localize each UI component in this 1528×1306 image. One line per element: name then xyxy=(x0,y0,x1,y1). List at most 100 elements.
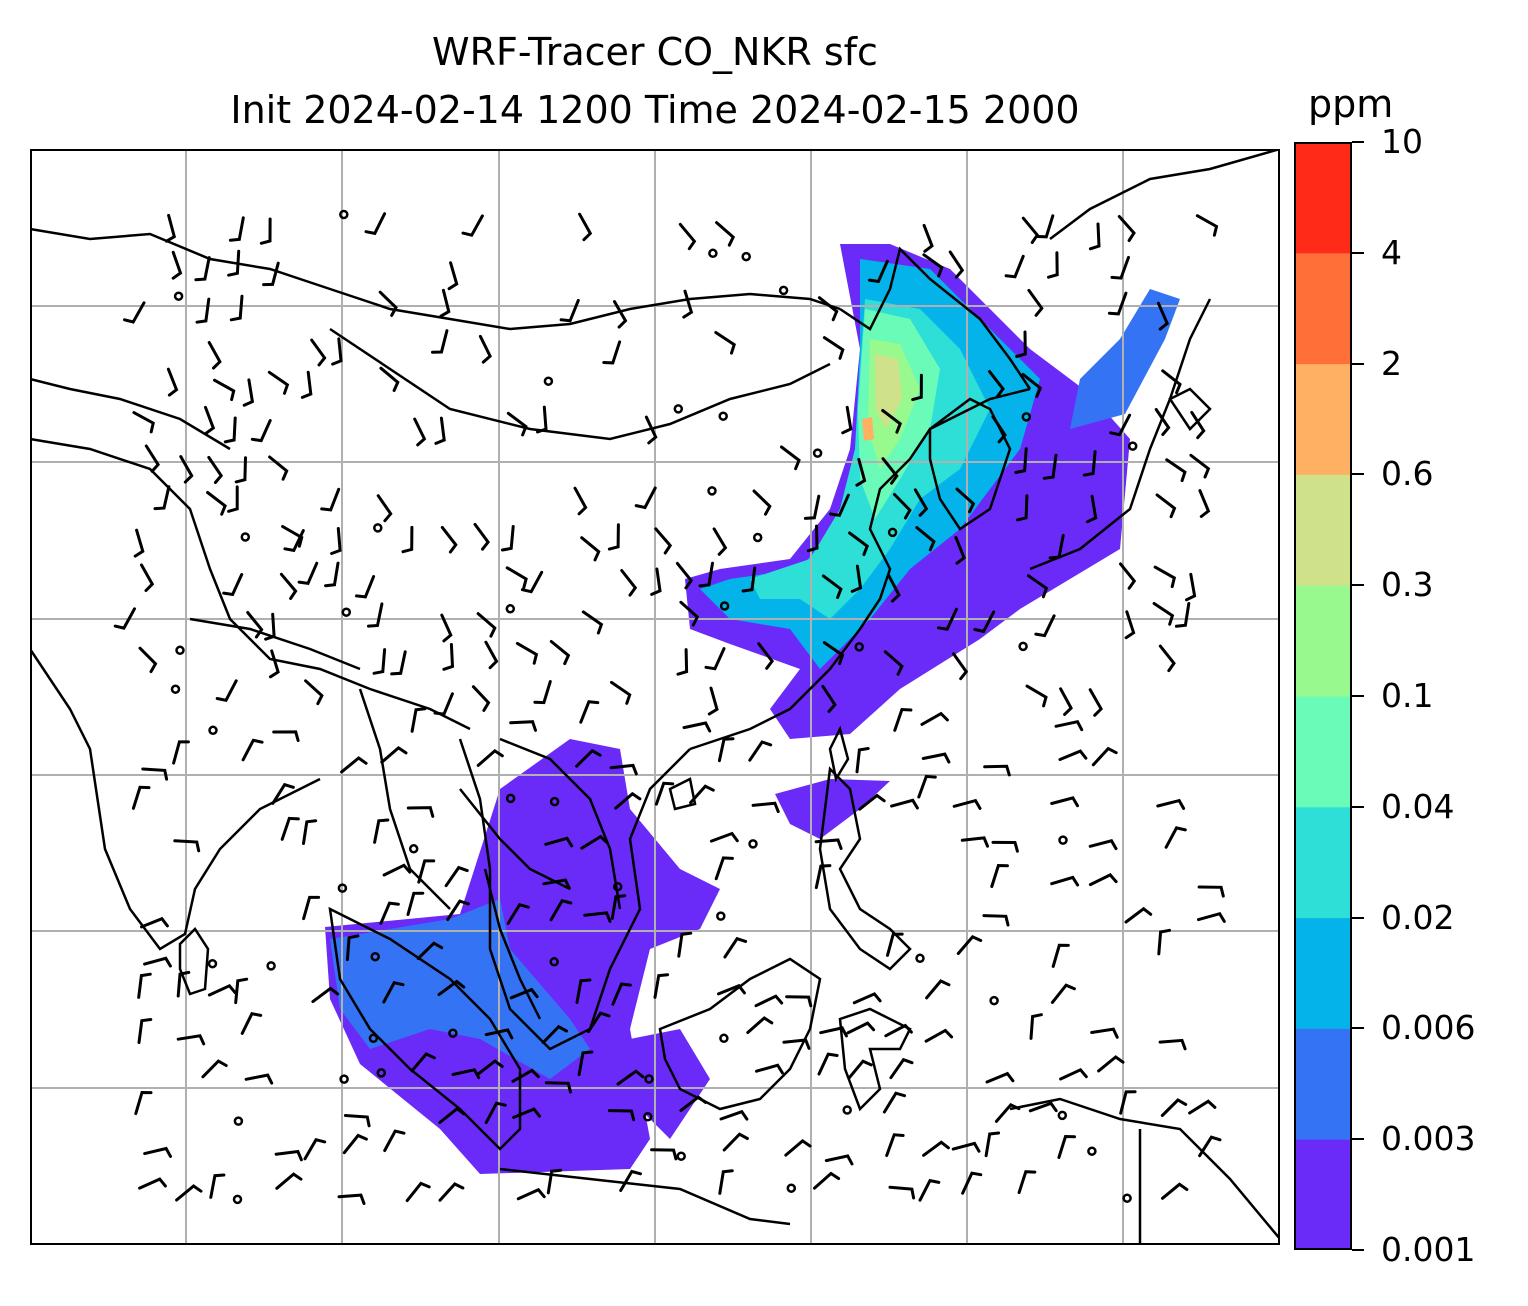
wind-barb xyxy=(165,213,177,243)
wind-barb xyxy=(222,573,244,597)
wind-barb xyxy=(881,457,899,485)
colorbar-segment xyxy=(1294,142,1352,254)
wind-barb xyxy=(578,212,593,242)
wind-barb xyxy=(806,524,819,553)
wind-barb xyxy=(1051,943,1070,968)
wind-barb xyxy=(607,523,620,551)
colorbar-segment xyxy=(1294,1028,1352,1140)
wind-barb xyxy=(343,1114,371,1128)
wind-barb xyxy=(813,1171,841,1190)
wind-barb xyxy=(678,222,697,251)
wind-barb xyxy=(213,378,236,402)
wind-barb xyxy=(337,1193,366,1205)
colorbar-tick-label: 0.04 xyxy=(1381,786,1455,826)
border-mongolia-north xyxy=(30,227,841,331)
colorbar-svg xyxy=(1294,142,1352,1251)
wind-barb xyxy=(991,840,1019,853)
wind-barb xyxy=(372,648,387,675)
wind-calm-marker xyxy=(786,1183,797,1193)
wind-barb xyxy=(1025,684,1048,708)
wind-barb xyxy=(1107,291,1128,316)
colorbar-tick-label: 10 xyxy=(1381,122,1423,161)
wind-barb xyxy=(246,611,264,639)
wind-calm-marker xyxy=(207,958,218,969)
wind-calm-marker xyxy=(339,1074,349,1084)
wind-barb xyxy=(274,1149,303,1162)
wind-barb xyxy=(602,340,622,365)
wind-barb xyxy=(682,289,694,319)
wind-barb xyxy=(439,288,451,318)
wind-barb xyxy=(509,720,537,732)
colorbar-tick xyxy=(1352,1249,1364,1251)
wind-barb xyxy=(1189,453,1211,479)
wind-calm-marker xyxy=(1087,1146,1097,1156)
wind-barb xyxy=(1014,447,1028,474)
wind-barb xyxy=(911,373,923,402)
wind-barb xyxy=(132,411,155,434)
wind-barb xyxy=(364,212,387,236)
wind-barb xyxy=(1190,410,1206,440)
wind-barb xyxy=(133,528,145,558)
wind-barb xyxy=(715,221,736,247)
wind-calm-marker xyxy=(741,251,751,262)
wind-barb xyxy=(311,986,340,1004)
wind-barb xyxy=(297,561,319,586)
wind-barb xyxy=(476,1059,504,1076)
wind-calm-marker xyxy=(1057,1110,1068,1121)
colorbar-tick xyxy=(1352,251,1364,254)
wind-barb xyxy=(1042,453,1058,480)
wind-barb xyxy=(952,652,969,681)
wind-calm-marker xyxy=(1122,1193,1132,1203)
wind-barb xyxy=(1165,458,1187,483)
wind-barb xyxy=(433,692,454,716)
wind-barb xyxy=(267,370,290,395)
wind-barb xyxy=(390,650,407,676)
wind-barb xyxy=(1198,489,1211,518)
colorbar-tick xyxy=(1352,805,1364,808)
wind-barb xyxy=(1156,301,1170,331)
wind-barb xyxy=(1088,688,1103,717)
coastlines xyxy=(30,149,1280,1245)
colorbar-tick-label: 0.02 xyxy=(1381,897,1455,937)
wind-barb xyxy=(821,574,843,599)
wind-barb xyxy=(1188,1099,1217,1115)
colorbar-segment xyxy=(1294,917,1352,1029)
wind-barb xyxy=(679,600,700,627)
philippines xyxy=(818,766,912,971)
wind-barb xyxy=(1059,687,1073,716)
wind-barb xyxy=(153,485,171,511)
wind-barb xyxy=(1017,1170,1037,1195)
wind-calm-marker xyxy=(612,881,623,892)
wind-barb xyxy=(960,836,989,848)
wind-barb xyxy=(138,646,158,674)
wind-barb xyxy=(893,707,913,732)
wind-calm-marker xyxy=(266,961,276,971)
wind-barb xyxy=(440,613,453,643)
wind-barb xyxy=(176,970,191,998)
wind-barb xyxy=(951,1141,981,1153)
wind-barb xyxy=(417,859,436,884)
colorbar-segment xyxy=(1294,1139,1352,1251)
wind-barb xyxy=(171,250,183,280)
colorbar-tick xyxy=(1352,1138,1364,1141)
colorbar-tick-label: 0.001 xyxy=(1381,1230,1476,1269)
wind-barb xyxy=(166,367,179,397)
wind-barb xyxy=(1197,885,1225,898)
indochina-coast xyxy=(458,738,691,1051)
wind-barb xyxy=(717,983,746,996)
wind-barb xyxy=(575,978,592,1004)
wind-barb xyxy=(1153,565,1177,589)
wind-barb xyxy=(785,995,813,1008)
wind-barb xyxy=(234,977,249,1005)
wind-barb xyxy=(922,223,934,253)
wind-barb xyxy=(918,1178,941,1202)
wind-barb xyxy=(227,249,241,277)
colorbar-segment xyxy=(1294,696,1352,808)
wind-barb xyxy=(1117,215,1136,242)
wind-barb xyxy=(446,899,470,921)
wind-barb xyxy=(207,341,222,370)
wind-barb xyxy=(855,747,870,774)
border-kazakhstan xyxy=(30,377,231,451)
wind-barb xyxy=(506,902,530,925)
wind-barb xyxy=(227,485,239,513)
